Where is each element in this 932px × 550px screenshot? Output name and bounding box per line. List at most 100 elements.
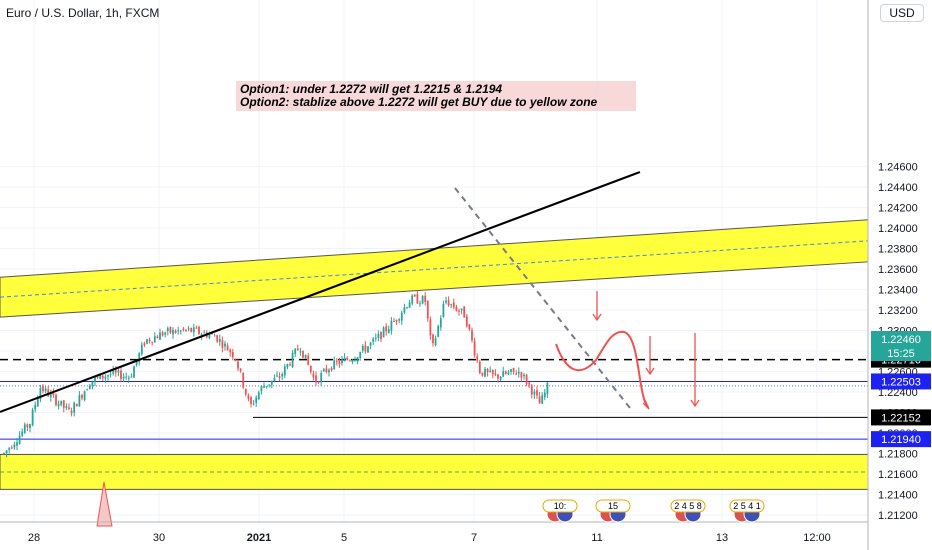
candle-body[interactable] (460, 308, 463, 311)
projection-path[interactable] (555, 330, 649, 408)
candle-body[interactable] (68, 407, 70, 409)
candle-body[interactable] (143, 343, 146, 346)
candle-body[interactable] (374, 337, 377, 339)
candle-body[interactable] (174, 330, 177, 334)
candle-body[interactable] (429, 319, 432, 336)
candle-body[interactable] (166, 328, 169, 332)
candle-body[interactable] (517, 371, 520, 374)
candle-body[interactable] (96, 376, 99, 378)
candle-body[interactable] (273, 377, 276, 382)
candle-body[interactable] (328, 369, 330, 373)
candle-body[interactable] (369, 342, 372, 346)
candle-body[interactable] (81, 395, 83, 399)
candle-body[interactable] (169, 326, 172, 333)
candle-body[interactable] (83, 391, 86, 400)
candle-body[interactable] (218, 338, 221, 342)
candle-body[interactable] (122, 376, 125, 379)
currency-button[interactable]: USD (880, 4, 924, 22)
candle-body[interactable] (484, 368, 486, 377)
event-icons[interactable]: 10: 15 2 4 5 8 2 5 4 1 (542, 499, 765, 523)
candle-body[interactable] (29, 424, 31, 428)
candle-body[interactable] (333, 360, 336, 369)
candle-body[interactable] (489, 370, 492, 373)
candle-body[interactable] (18, 435, 21, 444)
candle-body[interactable] (463, 306, 466, 318)
candle-body[interactable] (400, 312, 403, 321)
candle-body[interactable] (528, 382, 531, 385)
candle-body[interactable] (452, 302, 455, 308)
candle-body[interactable] (117, 370, 120, 373)
candle-body[interactable] (478, 361, 481, 374)
candle-body[interactable] (211, 333, 213, 335)
candle-body[interactable] (442, 303, 445, 318)
candle-body[interactable] (515, 373, 518, 375)
candle-body[interactable] (114, 369, 117, 373)
candle-body[interactable] (192, 327, 195, 333)
candle-body[interactable] (10, 447, 13, 449)
candle-body[interactable] (348, 360, 351, 362)
candle-body[interactable] (138, 353, 141, 363)
candle-body[interactable] (541, 395, 544, 404)
candle-body[interactable] (107, 375, 109, 377)
candle-body[interactable] (203, 332, 206, 334)
candle-body[interactable] (94, 377, 96, 382)
event-icon-group[interactable]: 2 4 5 8 (670, 499, 706, 523)
candle-body[interactable] (309, 365, 312, 372)
candle-body[interactable] (78, 394, 81, 407)
candle-body[interactable] (504, 371, 507, 375)
candle-body[interactable] (343, 357, 346, 362)
candle-body[interactable] (5, 450, 8, 454)
candle-body[interactable] (302, 350, 304, 358)
candle-body[interactable] (419, 303, 421, 305)
candle-body[interactable] (42, 386, 44, 392)
candle-body[interactable] (120, 370, 122, 380)
candle-body[interactable] (140, 344, 143, 354)
candle-body[interactable] (424, 295, 427, 303)
candle-body[interactable] (296, 348, 299, 351)
candle-body[interactable] (239, 368, 242, 372)
candle-body[interactable] (387, 329, 390, 333)
candle-body[interactable] (57, 403, 60, 407)
candle-body[interactable] (200, 334, 203, 336)
candle-body[interactable] (421, 295, 424, 304)
candle-body[interactable] (88, 385, 91, 389)
event-icon-group[interactable]: 10: (542, 499, 578, 523)
candle-body[interactable] (525, 374, 528, 385)
candle-body[interactable] (458, 310, 460, 312)
candle-body[interactable] (450, 304, 453, 306)
candle-body[interactable] (182, 328, 185, 331)
candle-body[interactable] (385, 326, 388, 332)
candle-body[interactable] (289, 364, 291, 366)
candle-body[interactable] (315, 375, 317, 383)
candle-body[interactable] (473, 341, 476, 356)
candle-body[interactable] (263, 386, 265, 388)
candle-body[interactable] (133, 366, 135, 378)
candle-body[interactable] (39, 388, 42, 400)
candle-body[interactable] (101, 375, 104, 379)
candle-body[interactable] (494, 373, 497, 375)
candle-body[interactable] (364, 345, 367, 352)
candle-body[interactable] (341, 359, 343, 364)
candle-body[interactable] (213, 335, 216, 337)
candle-body[interactable] (104, 376, 107, 379)
candle-body[interactable] (346, 357, 349, 360)
candle-body[interactable] (403, 307, 406, 313)
candle-body[interactable] (130, 376, 133, 378)
candle-body[interactable] (224, 343, 226, 347)
candle-body[interactable] (234, 359, 237, 361)
candle-body[interactable] (530, 385, 533, 395)
candle-body[interactable] (148, 339, 151, 342)
candle-body[interactable] (395, 319, 398, 322)
candle-body[interactable] (23, 424, 26, 433)
candle-body[interactable] (382, 327, 385, 338)
candle-body[interactable] (159, 332, 161, 340)
candle-body[interactable] (536, 390, 538, 396)
candle-body[interactable] (16, 442, 18, 446)
candle-body[interactable] (398, 319, 401, 321)
candle-body[interactable] (161, 332, 164, 336)
candle-body[interactable] (367, 346, 369, 353)
trendline-falling-dashed[interactable] (454, 187, 631, 409)
candle-body[interactable] (8, 448, 11, 450)
candle-body[interactable] (44, 388, 47, 392)
